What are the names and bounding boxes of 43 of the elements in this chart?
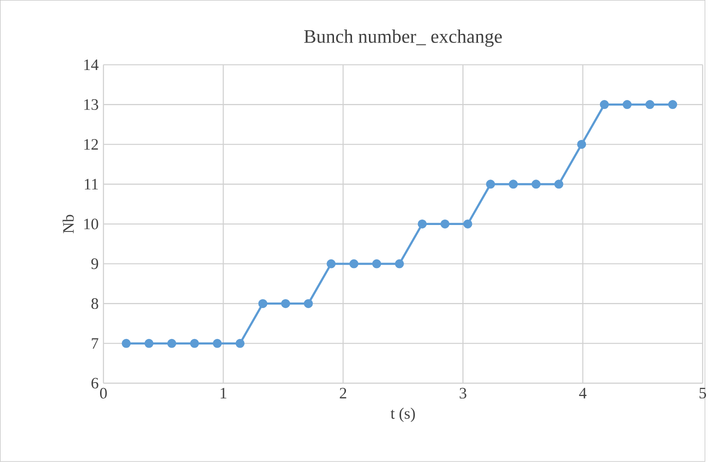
point bbox=[212, 338, 222, 348]
y-tick-label: 7 bbox=[92, 338, 98, 349]
y-tick-label: 12 bbox=[84, 139, 98, 150]
y-tick-label: 10 bbox=[84, 218, 98, 230]
x-tick-label: 1 bbox=[220, 388, 226, 398]
point bbox=[622, 100, 632, 110]
y-tick-label: 13 bbox=[84, 99, 98, 110]
point bbox=[577, 140, 586, 149]
point bbox=[349, 259, 358, 268]
point bbox=[372, 259, 382, 268]
point bbox=[486, 180, 496, 189]
x-tick-label: 4 bbox=[579, 388, 587, 398]
point bbox=[326, 259, 336, 268]
point bbox=[532, 180, 541, 189]
point bbox=[236, 338, 245, 348]
y-tick-label: 11 bbox=[84, 179, 98, 190]
point bbox=[122, 338, 131, 348]
point bbox=[258, 299, 268, 308]
point bbox=[440, 220, 450, 229]
x-tick-label: 3 bbox=[460, 388, 466, 399]
chart-title: Bunch number_ exchange bbox=[304, 30, 502, 47]
point bbox=[418, 220, 427, 229]
point bbox=[645, 100, 654, 110]
y-tick-label: 9 bbox=[91, 258, 98, 270]
y-axis-title: Nb bbox=[62, 214, 74, 234]
point bbox=[304, 299, 313, 308]
point bbox=[281, 299, 290, 308]
x-tick-label: 0 bbox=[100, 388, 107, 399]
y-tick-label: 6 bbox=[92, 378, 98, 389]
point bbox=[394, 259, 404, 268]
x-tick-label: 5 bbox=[700, 388, 706, 398]
point bbox=[167, 338, 176, 348]
point bbox=[508, 180, 518, 189]
y-tick-label: 14 bbox=[84, 60, 99, 70]
point bbox=[600, 100, 609, 110]
y-tick-label: 8 bbox=[91, 298, 98, 310]
x-axis-title: t (s) bbox=[390, 408, 415, 422]
x-tick-label: 2 bbox=[340, 388, 346, 398]
point bbox=[668, 100, 678, 110]
point bbox=[463, 220, 472, 229]
point bbox=[144, 338, 154, 348]
point bbox=[554, 180, 564, 189]
point bbox=[190, 338, 200, 348]
